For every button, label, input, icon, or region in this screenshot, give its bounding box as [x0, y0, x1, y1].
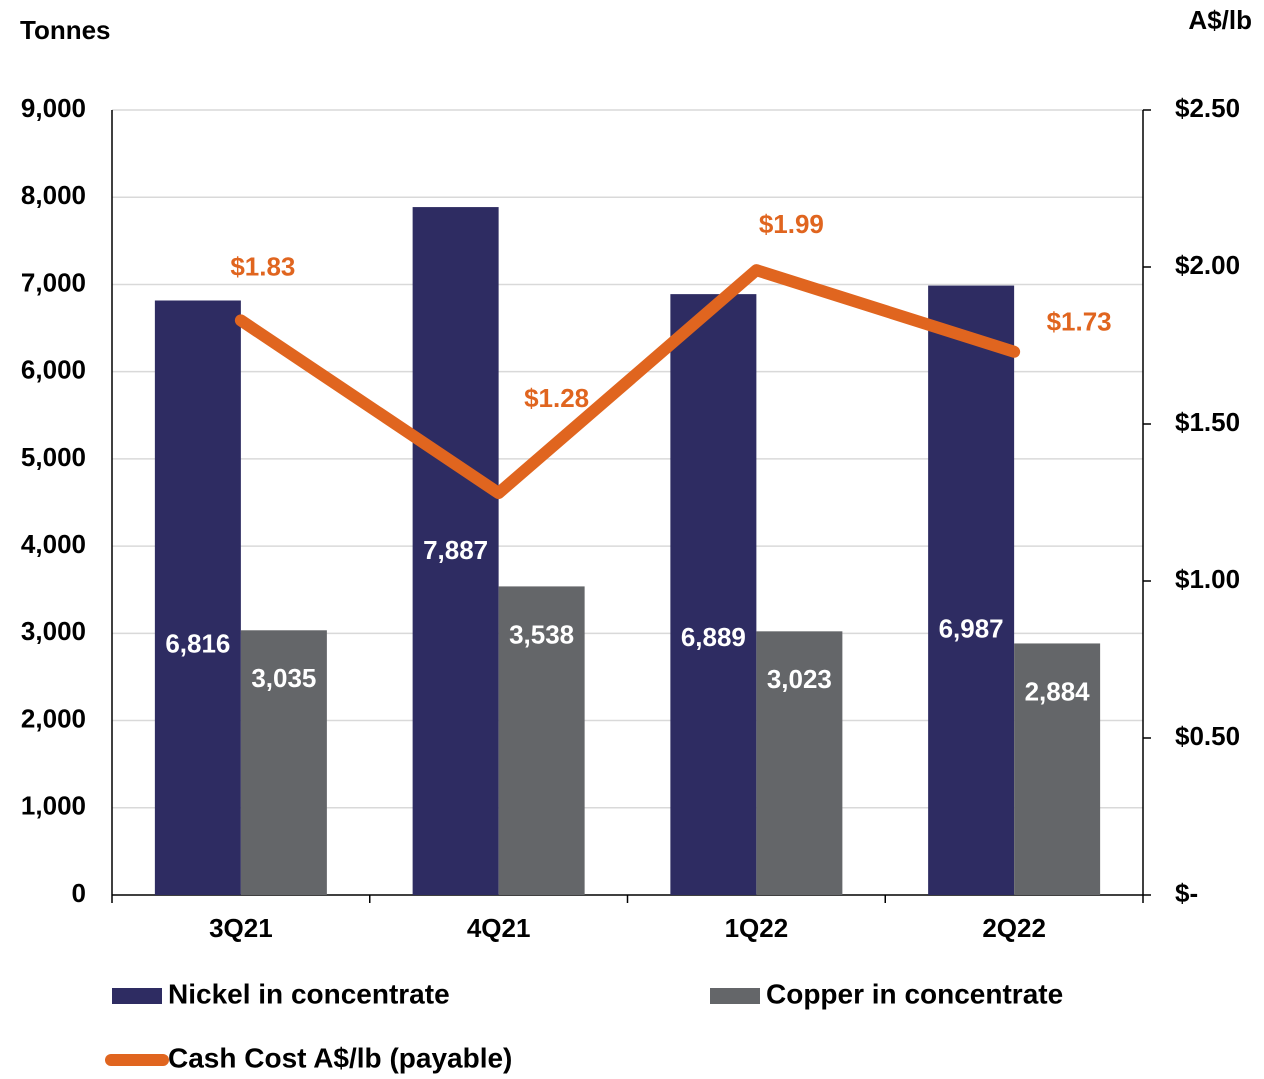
bar	[412, 207, 499, 895]
y2-tick-label: $1.00	[1175, 564, 1240, 594]
y-tick-label: 8,000	[21, 180, 86, 210]
y2-tick-label: $-	[1175, 878, 1198, 908]
y-axis-title: Tonnes	[20, 15, 111, 45]
bar	[498, 586, 585, 895]
y-tick-label: 7,000	[21, 267, 86, 297]
y-tick-label: 3,000	[21, 616, 86, 646]
y-tick-label: 0	[72, 878, 86, 908]
bar	[1014, 643, 1101, 895]
bar	[240, 630, 327, 895]
bar	[928, 285, 1015, 895]
y-tick-label: 1,000	[21, 791, 86, 821]
bar	[670, 294, 757, 895]
x-tick-label: 4Q21	[467, 913, 531, 943]
y-tick-label: 2,000	[21, 703, 86, 733]
data-label: 7,887	[423, 535, 488, 565]
data-label: 3,023	[767, 664, 832, 694]
data-label: 3,035	[251, 663, 316, 693]
legend-label: Cash Cost A$/lb (payable)	[168, 1042, 512, 1073]
x-tick-label: 2Q22	[982, 913, 1046, 943]
data-label: 6,889	[681, 622, 746, 652]
bar	[154, 300, 241, 895]
y-tick-label: 4,000	[21, 529, 86, 559]
data-label: 3,538	[509, 619, 574, 649]
x-tick-label: 3Q21	[209, 913, 273, 943]
data-label: 6,987	[939, 613, 1004, 643]
legend-swatch	[710, 988, 760, 1004]
line	[234, 264, 1021, 500]
x-tick-label: 1Q22	[725, 913, 789, 943]
data-label: 6,816	[165, 628, 230, 658]
y2-tick-label: $1.50	[1175, 407, 1240, 437]
data-label: $1.28	[524, 383, 589, 413]
y-tick-label: 9,000	[21, 93, 86, 123]
y2-tick-label: $2.00	[1175, 250, 1240, 280]
data-label: $1.83	[230, 251, 295, 281]
legend-swatch	[112, 988, 162, 1004]
data-label: $1.73	[1047, 307, 1112, 337]
y-tick-label: 6,000	[21, 355, 86, 385]
bar	[756, 631, 843, 895]
y2-axis-title: A$/lb	[1188, 5, 1252, 35]
legend-label: Copper in concentrate	[766, 978, 1063, 1009]
data-label: 2,884	[1025, 676, 1091, 706]
legend-label: Nickel in concentrate	[168, 978, 450, 1009]
data-label: $1.99	[759, 209, 824, 239]
y2-tick-label: $2.50	[1175, 93, 1240, 123]
y2-tick-label: $0.50	[1175, 721, 1240, 751]
y-tick-label: 5,000	[21, 442, 86, 472]
